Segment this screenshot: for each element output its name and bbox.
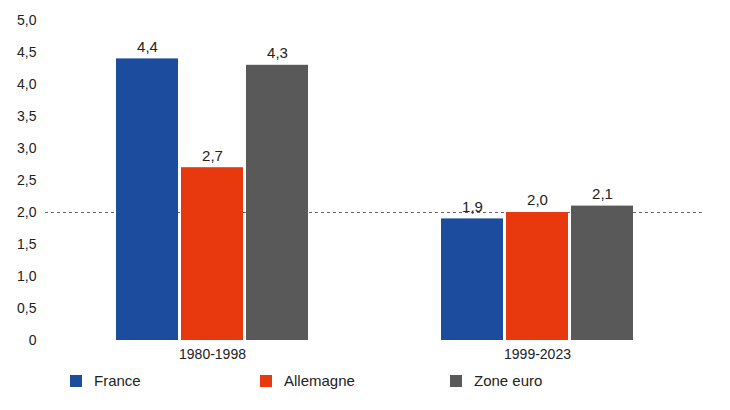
svg-text:1980-1998: 1980-1998 <box>179 346 246 362</box>
svg-text:0,5: 0,5 <box>17 300 37 316</box>
html-text:Zone euro: Zone euro <box>474 372 543 389</box>
svg-text:2,5: 2,5 <box>17 172 37 188</box>
html-text:France: France <box>94 372 141 389</box>
svg-text:1,5: 1,5 <box>17 236 37 252</box>
svg-text:3,5: 3,5 <box>17 108 37 124</box>
svg-text:0: 0 <box>29 332 37 348</box>
svg-text:1999-2023: 1999-2023 <box>504 346 571 362</box>
svg-text:4,5: 4,5 <box>17 44 37 60</box>
svg-text:2,0: 2,0 <box>17 204 37 220</box>
svg-text:4,0: 4,0 <box>17 76 37 92</box>
html-text:Allemagne: Allemagne <box>284 372 355 389</box>
svg-text:4,4: 4,4 <box>137 38 158 55</box>
svg-text:2,0: 2,0 <box>527 191 548 208</box>
svg-text:5,0: 5,0 <box>17 12 37 28</box>
svg-text:2,7: 2,7 <box>202 147 223 164</box>
svg-text:1,9: 1,9 <box>462 198 483 215</box>
svg-text:2,1: 2,1 <box>592 185 613 202</box>
svg-text:3,0: 3,0 <box>17 140 37 156</box>
svg-text:4,3: 4,3 <box>267 44 288 61</box>
svg-text:1,0: 1,0 <box>17 268 37 284</box>
